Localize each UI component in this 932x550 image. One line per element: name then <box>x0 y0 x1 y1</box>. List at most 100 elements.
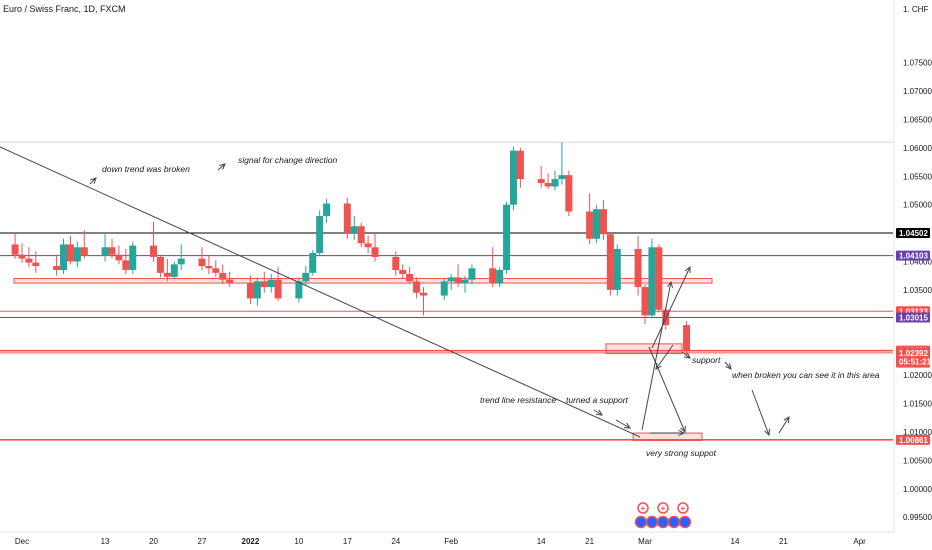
y-tick-label: 1.02000 <box>903 371 932 380</box>
annotation-text: when broken you can see it in this area <box>732 370 880 380</box>
x-tick-label: 17 <box>343 537 352 546</box>
candle <box>156 254 164 278</box>
annotation-text: down trend was broken <box>102 164 190 174</box>
candle <box>551 170 559 191</box>
x-tick-label: 14 <box>731 537 740 546</box>
candle <box>80 230 88 259</box>
candle <box>129 241 137 274</box>
price-tag-label: 1.00861 <box>899 436 928 445</box>
zone-rectangle <box>605 343 683 355</box>
candle <box>177 244 185 270</box>
event-icon <box>678 515 692 529</box>
candle <box>115 245 123 265</box>
price-tag-label: 1.02392 <box>899 349 928 358</box>
price-tag: 1.04502 <box>896 227 930 238</box>
x-tick-label: Dec <box>15 537 29 546</box>
price-tag-label: 1.04103 <box>899 252 928 261</box>
horizontal-levels <box>0 141 893 441</box>
candle <box>537 166 545 188</box>
y-tick-label: 0.99500 <box>903 513 932 522</box>
y-tick-label: 1.07500 <box>903 59 932 68</box>
economic-events[interactable]: + + + <box>634 502 692 529</box>
candle <box>565 170 573 217</box>
candle <box>447 273 455 290</box>
candle <box>489 247 497 288</box>
candle <box>295 277 303 303</box>
drawing-tools <box>0 146 790 438</box>
candle <box>413 277 421 299</box>
x-tick-label: 24 <box>391 537 400 546</box>
candle <box>613 244 621 296</box>
y-tick-label: 1.05000 <box>903 201 932 210</box>
annotation-text: signal for change direction <box>238 155 338 165</box>
candle <box>309 250 317 276</box>
candle <box>108 238 116 259</box>
annotations: down trend was broken signal for change d… <box>102 155 880 529</box>
x-tick-label: 14 <box>537 537 546 546</box>
candle <box>122 248 130 274</box>
y-tick-label: 1.06500 <box>903 115 932 124</box>
y-tick-label: 1.00000 <box>903 485 932 494</box>
candle <box>440 278 448 301</box>
svg-text:+: + <box>661 504 666 513</box>
candle <box>516 147 524 188</box>
x-tick-label: 21 <box>779 537 788 546</box>
candle <box>73 241 81 268</box>
candle <box>357 222 365 248</box>
candle <box>60 238 68 274</box>
projection-arrow <box>650 429 686 437</box>
candle <box>260 271 268 293</box>
y-tick-label: 1.05500 <box>903 172 932 181</box>
candle <box>267 273 275 293</box>
y-tick-label: 1.06000 <box>903 144 932 153</box>
projection-arrow <box>655 344 674 370</box>
candle <box>198 247 206 270</box>
candle <box>655 244 663 313</box>
projection-arrow <box>217 163 226 171</box>
zone-rectangle <box>13 278 713 284</box>
candle <box>454 264 462 288</box>
candlestick-series <box>11 142 691 356</box>
candle <box>53 254 61 276</box>
annotation-text: support <box>692 355 721 365</box>
event-flag-icon <box>637 502 649 514</box>
candle <box>399 264 407 279</box>
event-icon <box>667 515 681 529</box>
candle <box>406 267 414 285</box>
candle <box>558 142 566 185</box>
candle <box>371 233 379 262</box>
candle <box>683 321 691 356</box>
candle <box>364 235 372 253</box>
candle <box>544 173 552 189</box>
candle <box>32 251 40 273</box>
x-tick-label: 27 <box>198 537 207 546</box>
candle <box>323 198 331 223</box>
price-tag-label: 1.03015 <box>899 313 928 322</box>
y-tick-label: 1.01000 <box>903 428 932 437</box>
countdown-label: 05:51:21 <box>899 358 932 367</box>
event-flag-icon <box>657 502 669 514</box>
candle <box>18 243 26 263</box>
x-tick-label: 2022 <box>242 537 260 546</box>
candle <box>509 146 517 211</box>
projection-arrow <box>778 416 790 434</box>
candle <box>392 251 400 276</box>
y-tick-label: 1.03500 <box>903 286 932 295</box>
candle <box>212 260 220 277</box>
y-tick-label: 1.07000 <box>903 87 932 96</box>
candle <box>503 201 511 274</box>
candle <box>66 235 74 265</box>
candle <box>648 238 656 319</box>
x-tick-label: Mar <box>638 537 652 546</box>
y-tick-label: 1.00500 <box>903 456 932 465</box>
price-tag: 1.03015 <box>896 312 930 323</box>
candle <box>599 200 607 240</box>
trendline <box>0 146 641 438</box>
x-tick-label: Feb <box>444 537 458 546</box>
event-flag-icon <box>677 502 689 514</box>
candle <box>461 275 469 293</box>
annotation-text: turned a support <box>566 395 629 405</box>
candle <box>11 233 19 259</box>
y-tick-label: 1.04000 <box>903 257 932 266</box>
